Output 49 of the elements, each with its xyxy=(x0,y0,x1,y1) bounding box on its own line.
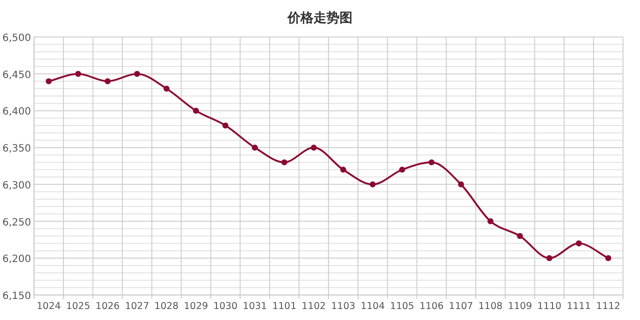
point xyxy=(605,255,612,262)
point xyxy=(104,78,111,84)
y-tick-label: 6,150 xyxy=(2,291,31,302)
point xyxy=(458,181,464,188)
x-tick-label: 1101 xyxy=(272,301,296,312)
x-tick-label: 1102 xyxy=(302,301,326,312)
point xyxy=(164,86,170,92)
point xyxy=(134,70,140,77)
point xyxy=(192,108,199,114)
y-tick-label: 6,300 xyxy=(2,180,31,192)
point xyxy=(75,70,82,77)
y-tick-label: 6,350 xyxy=(2,144,31,155)
x-tick-label: 1028 xyxy=(154,301,179,312)
point xyxy=(222,122,228,128)
point xyxy=(310,144,317,151)
x-tick-label: 1108 xyxy=(478,301,503,312)
x-tick-label: 1026 xyxy=(96,301,120,312)
x-tick-label: 1031 xyxy=(242,301,267,312)
y-tick-label: 6,250 xyxy=(2,217,31,228)
point xyxy=(428,159,435,166)
point xyxy=(516,233,523,240)
point xyxy=(399,166,406,173)
chart-title: 价格走势图 xyxy=(286,10,352,26)
x-tick-label: 1106 xyxy=(419,301,444,312)
x-tick-label: 1111 xyxy=(566,301,591,312)
y-tick-label: 6,400 xyxy=(2,106,31,118)
y-tick-label: 6,200 xyxy=(2,254,31,266)
x-tick-label: 1030 xyxy=(213,301,238,312)
point xyxy=(46,78,52,84)
point xyxy=(340,166,346,173)
point xyxy=(252,144,258,151)
x-tick-label: 1029 xyxy=(184,301,208,312)
x-tick-label: 1112 xyxy=(596,301,620,312)
point xyxy=(487,218,494,224)
x-tick-label: 1103 xyxy=(331,301,356,312)
x-tick-label: 1107 xyxy=(448,301,474,312)
point xyxy=(281,159,288,166)
point xyxy=(576,240,582,246)
point xyxy=(546,255,552,262)
x-tick-label: 1024 xyxy=(36,301,61,312)
x-tick-label: 1105 xyxy=(390,301,414,312)
x-tick-label: 1109 xyxy=(508,301,532,312)
y-tick-label: 6,500 xyxy=(2,33,31,44)
x-tick-label: 1104 xyxy=(360,301,385,312)
x-tick-label: 1025 xyxy=(66,301,90,312)
point xyxy=(370,181,376,188)
x-tick-label: 1110 xyxy=(537,301,562,312)
x-tick-label: 1027 xyxy=(124,301,150,312)
y-tick-label: 6,450 xyxy=(2,70,31,81)
